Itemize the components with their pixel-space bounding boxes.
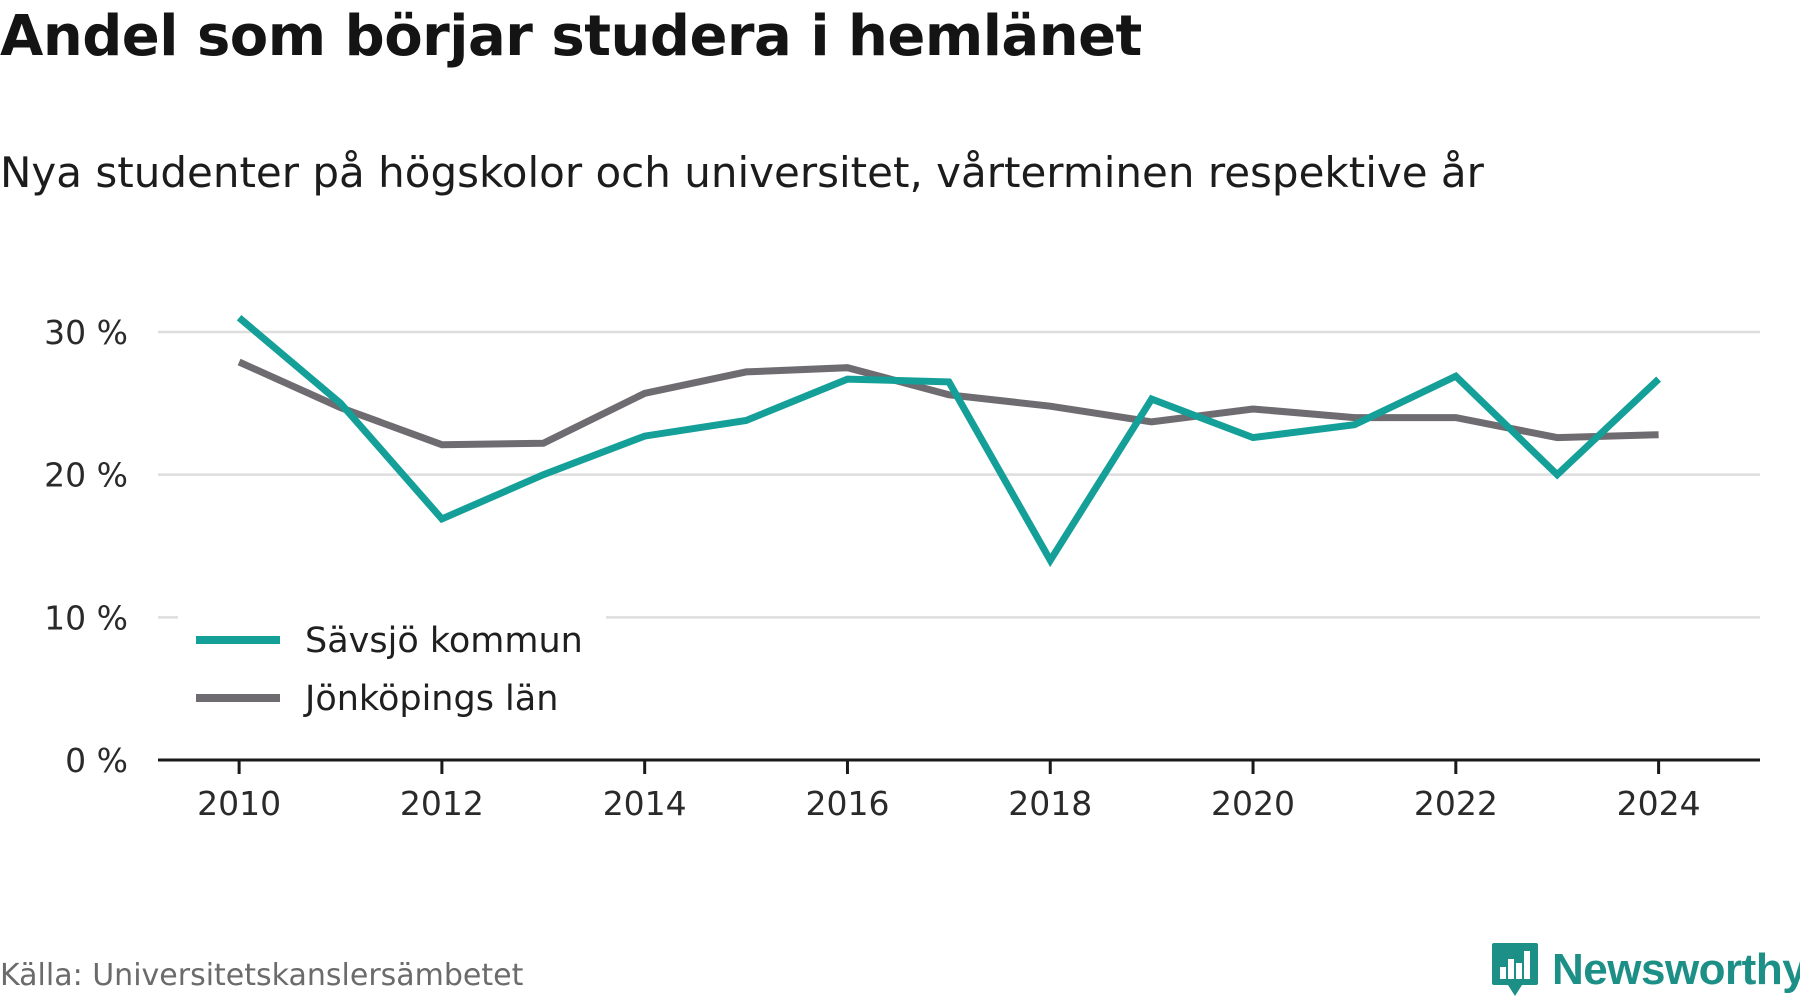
source-note: Källa: Universitetskanslersämbetet xyxy=(0,958,524,993)
y-tick-label: 10 % xyxy=(44,598,128,637)
x-tick-label: 2012 xyxy=(400,784,484,823)
y-tick-label: 30 % xyxy=(44,313,128,352)
x-tick-label: 2022 xyxy=(1414,784,1498,823)
series-line-jonkopings-lan xyxy=(237,358,1659,449)
series-line-savsjo-kommun xyxy=(236,315,1662,568)
x-tick-label: 2010 xyxy=(197,784,281,823)
x-axis: 2010 2012 2014 2016 2018 2020 2022 2024 xyxy=(158,758,1760,823)
series-lines xyxy=(236,315,1662,568)
x-tick-label: 2016 xyxy=(805,784,889,823)
x-tick-label: 2018 xyxy=(1008,784,1092,823)
brand: Newsworthy xyxy=(1490,935,1800,1005)
gridlines xyxy=(158,330,1760,619)
newsworthy-logo-icon xyxy=(1492,943,1538,996)
x-tick-label: 2014 xyxy=(603,784,687,823)
legend-label: Sävsjö kommun xyxy=(305,621,583,661)
line-chart: 0 % 10 % 20 % 30 % 2010 2012 2014 2016 2018 2020… xyxy=(44,313,1760,823)
y-tick-label: 20 % xyxy=(44,456,128,495)
legend-background xyxy=(178,612,606,740)
legend: Sävsjö kommun Jönköpings län xyxy=(178,612,606,740)
chart-subtitle: Nya studenter på högskolor och universit… xyxy=(0,148,1484,197)
x-tick-label: 2024 xyxy=(1617,784,1701,823)
legend-label: Jönköpings län xyxy=(303,679,558,719)
y-tick-label: 0 % xyxy=(65,741,128,780)
brand-name: Newsworthy xyxy=(1552,945,1800,994)
y-axis-tick-labels: 0 % 10 % 20 % 30 % xyxy=(44,313,128,780)
x-tick-label: 2020 xyxy=(1211,784,1295,823)
chart-title: Andel som börjar studera i hemlänet xyxy=(0,4,1142,69)
